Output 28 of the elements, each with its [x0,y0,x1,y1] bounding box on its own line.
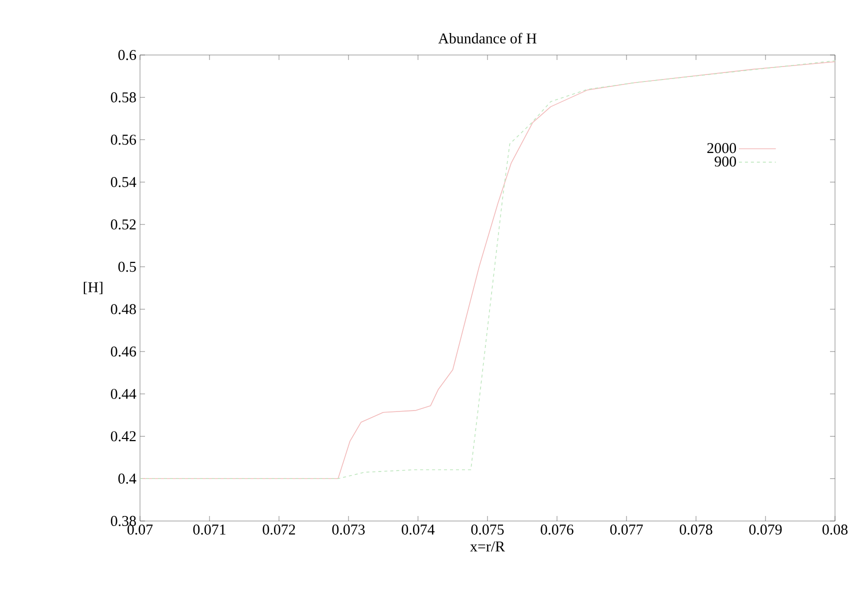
y-tick-label: 0.4 [118,474,136,484]
x-axis-title: x=r/R [470,542,505,552]
x-tick-label: 0.077 [610,524,643,535]
y-tick-label: 0.38 [110,516,136,526]
x-tick-label: 0.072 [262,524,295,535]
x-tick-label: 0.078 [680,524,712,535]
y-tick-label: 0.42 [110,431,136,442]
y-tick-label: 0.44 [110,388,136,399]
y-tick-label: 0.5 [118,262,136,272]
x-tick-label: 0.08 [822,524,848,535]
chart-title: Abundance of H [438,32,536,44]
x-tick-label: 0.07 [127,524,153,535]
x-tick-label: 0.073 [332,524,365,535]
y-tick-label: 0.48 [110,304,136,314]
y-tick-label: 0.56 [110,134,136,145]
y-axis-title: [H] [84,282,102,294]
y-tick-label: 0.54 [110,177,136,188]
x-tick-label: 0.071 [193,524,226,535]
x-tick-label: 0.074 [402,524,435,535]
x-tick-label: 0.075 [471,524,504,535]
y-tick-label: 0.46 [110,346,136,357]
y-tick-label: 0.6 [118,50,136,60]
y-tick-label: 0.58 [110,92,136,102]
legend-label: 900 [714,156,736,167]
y-tick-label: 0.52 [110,219,136,230]
legend-label: 2000 [707,143,736,154]
x-tick-label: 0.079 [749,524,782,535]
x-tick-label: 0.076 [540,524,574,535]
